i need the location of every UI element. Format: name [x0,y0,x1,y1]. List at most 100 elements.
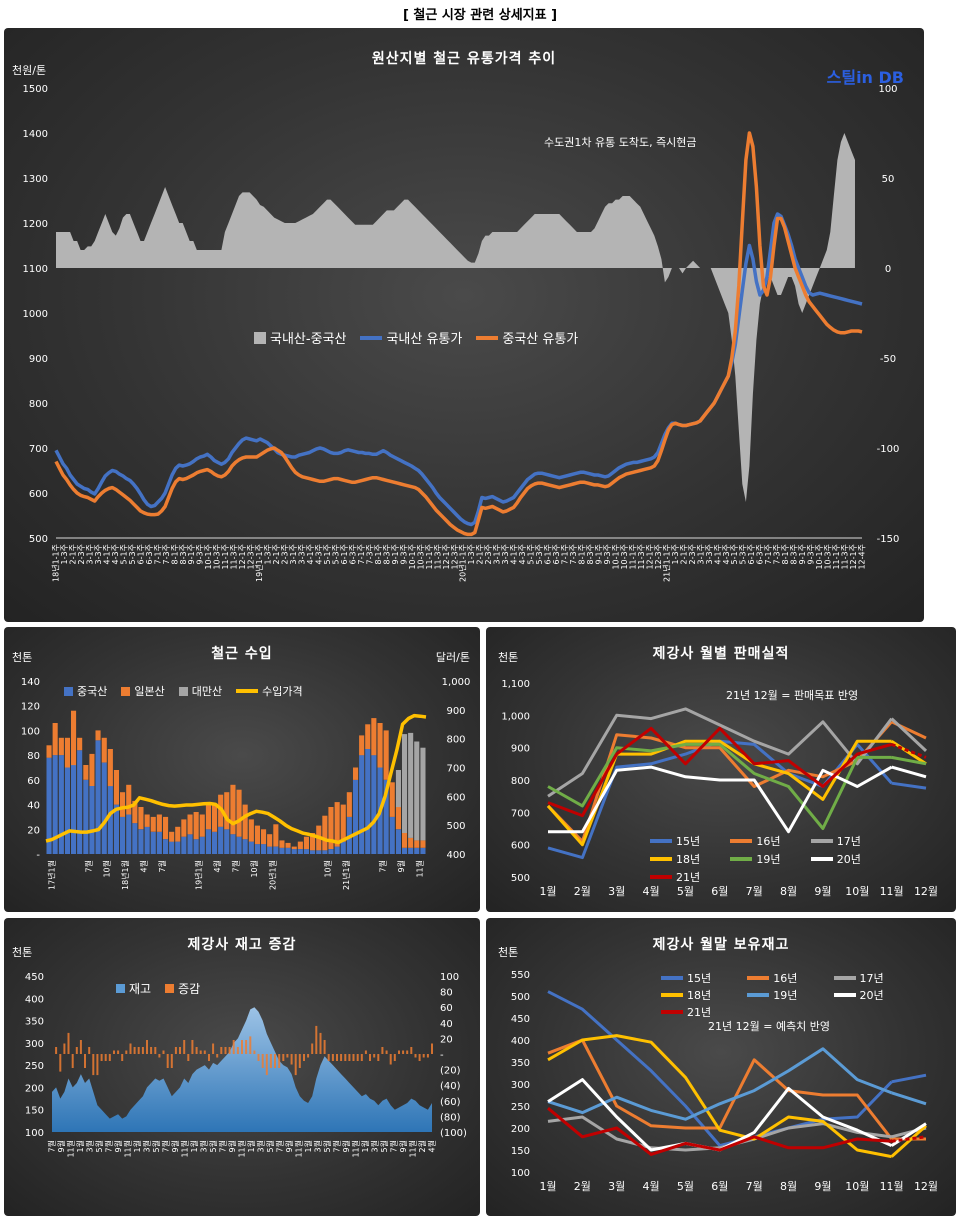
steelin-db-logo: 스틸in DB [827,64,904,88]
right-tick-label: 1,000 [442,677,471,688]
y-tick-label: 200 [511,1124,530,1135]
x-tick-label: 4월 [643,885,660,898]
japan-bar [267,834,273,847]
legend-swatch [650,857,672,861]
legend-swatch [254,331,266,344]
x-tick-label: 11-1주 [221,544,230,570]
legend-swatch [236,689,259,693]
change-bar [220,1047,223,1054]
china-bar [420,847,426,854]
legend-item-3: 18년 [661,987,737,1003]
left-tick-label: 150 [25,1106,44,1117]
legend-swatch [747,993,770,997]
legend-label: 18년 [676,853,701,866]
china-bar [334,846,340,854]
china-bar [285,847,291,854]
change-bar [137,1047,140,1054]
series-line-last [891,1073,927,1084]
change-bar [100,1054,103,1061]
change-bar [84,1054,86,1068]
change-bar [410,1047,413,1054]
x-tick-label: 1-3주 [264,544,273,564]
change-bar [162,1050,165,1054]
change-bar [75,1047,78,1054]
japan-bar [181,819,187,837]
legend-swatch [730,857,753,861]
legend-label: 18년 [687,989,712,1002]
japan-bar [242,804,248,840]
chart1-title: 원산지별 철근 유통가격 추이 [371,51,557,67]
chart1-left-unit: 천원/톤 [12,64,47,77]
x-tick-label: 12-3주 [247,544,256,570]
right-tick-label: 0 [885,264,891,275]
japan-bar [205,804,211,830]
china-bar [163,839,169,854]
chart4-legend: 재고 증감 [116,980,200,997]
japan-bar [212,804,218,832]
change-bar [117,1050,120,1054]
series-line-last [891,755,927,766]
chart3-plot: 500 600 700 800 900 1,000 1,100 1월 2월 3월 4월 5월 6월 7월 8… [501,679,938,898]
series-line-last [890,717,928,752]
x-tick-label: 5월 [208,1140,218,1152]
japan-bar [359,735,365,756]
x-tick-label: 12-1주 [238,544,247,570]
change-bar [261,1054,264,1068]
x-tick-label: 9-3주 [603,544,612,564]
china-bar [297,849,303,854]
legend-item-0: 15년 [650,833,720,849]
x-tick-label: 5-1주 [119,544,128,564]
china-bar [230,834,236,854]
x-tick-label: 9-1주 [798,544,807,564]
legend-label: 국내산-중국산 [270,332,347,347]
series-line-last [891,742,927,759]
change-bar [336,1054,338,1061]
legend-label: 20년 [836,853,861,866]
y-tick-label: 900 [511,744,530,755]
x-tick-label: 12-3주 [654,544,663,570]
left-tick-label: 60 [27,776,40,787]
x-tick-label: 8-3주 [586,544,595,564]
change-bar [257,1054,260,1061]
chart2-plot: - 20 40 60 80 100 120 140 400 500 600 700 800 900 1,00… [21,677,471,890]
china-bar [303,849,309,854]
chart4-plot: 100 150 200 250 300 350 400 450 (100) (80) (60) (40… [25,972,467,1158]
left-tick-label: 80 [27,751,40,762]
legend-swatch [810,857,833,861]
japan-bar [420,840,426,848]
y-tick-label: 500 [511,992,530,1003]
x-tick-label: 6-3주 [145,544,154,564]
x-tick-label: 10월 [845,885,869,898]
japan-bar [395,807,401,830]
japan-bar [71,710,77,766]
x-tick-label: 5월 [677,885,694,898]
change-bar [286,1054,289,1058]
chart3-legend: 15년 16년 17년 18년 19년 20년 21년 [650,833,890,885]
china-bar [120,816,126,854]
japan-bar [248,819,254,842]
japan-bar [261,829,267,845]
x-tick-label: 5-3주 [331,544,340,564]
japan-bar [273,824,279,847]
x-tick-label: 12-1주 [849,544,858,570]
x-tick-label: 10월 [102,860,112,878]
left-tick-label: 1200 [23,219,48,230]
series-line-last [890,1122,927,1147]
change-bar [232,1040,235,1054]
series-line-last [891,765,927,779]
right-tick-label: 100 [878,84,897,95]
x-tick-label: 12-3주 [450,544,459,570]
china-bar [291,849,297,854]
series-line [547,1107,892,1156]
japan-bar [77,737,83,751]
left-tick-label: 1400 [23,129,48,140]
chart5-note: 21년 12월 = 예측치 반영 [708,1020,831,1033]
change-bar [183,1040,186,1054]
legend-item-price: 수입가격 [236,683,303,699]
x-tick-label: 3월 [85,1140,95,1152]
series-line [547,726,893,818]
right-tick-label: (60) [440,1097,461,1108]
x-tick-label: 5월 [151,1140,161,1152]
x-tick-label: 10월 [845,1180,869,1193]
change-bar [298,1054,301,1068]
